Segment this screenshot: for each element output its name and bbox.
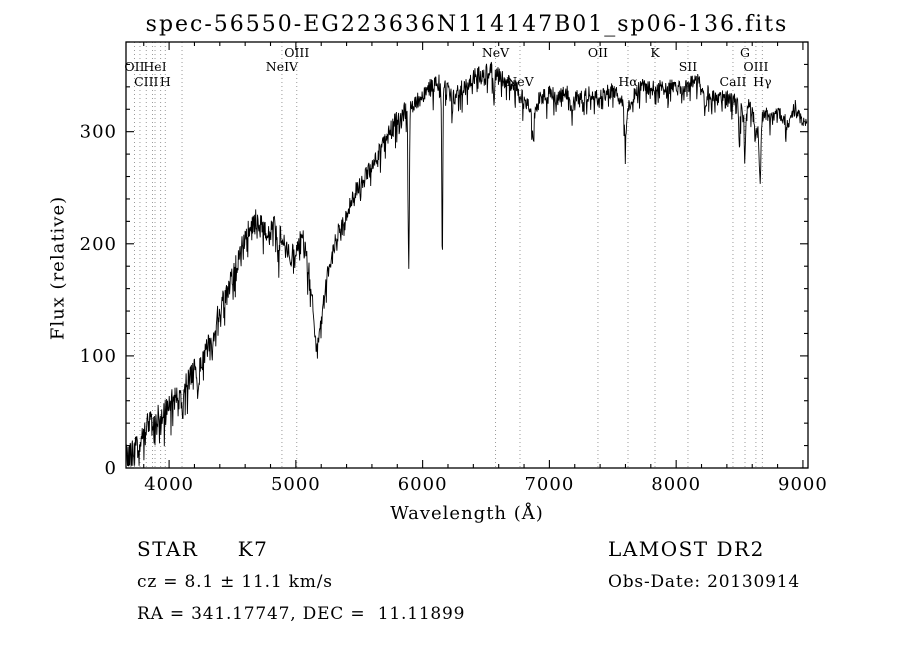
x-tick-label: 7000 (524, 474, 574, 495)
plot-title: spec-56550-EG223636N114147B01_sp06-136.f… (145, 12, 789, 37)
y-tick-label: 0 (105, 458, 117, 479)
spectral-line-label: H (160, 74, 171, 89)
ra-dec-label: RA = 341.17747, DEC = 11.11899 (137, 604, 466, 624)
spectral-line-label: CaII (720, 74, 747, 89)
spectral-line-label: OIII (284, 45, 309, 60)
x-tick-label: 4000 (144, 474, 194, 495)
survey-release-label: LAMOST DR2 (608, 537, 765, 561)
spectral-line-label: SII (679, 59, 698, 74)
spectrum-curve (126, 61, 808, 468)
y-tick-label: 100 (80, 346, 117, 367)
x-tick-label: 6000 (398, 474, 448, 495)
radial-velocity-label: cz = 8.1 ± 11.1 km/s (137, 572, 333, 592)
spectral-line-label: G (740, 45, 750, 60)
x-tick-label: 5000 (271, 474, 321, 495)
obs-date-label: Obs-Date: 20130914 (608, 572, 801, 592)
x-tick-label: 8000 (651, 474, 701, 495)
spectral-line-label: K (650, 45, 660, 60)
x-tick-label: 9000 (778, 474, 828, 495)
y-tick-label: 300 (80, 122, 117, 143)
object-class-label: STAR K7 (137, 537, 269, 561)
y-axis-label: Flux (relative) (47, 195, 69, 341)
spectral-line-label: HeI (143, 59, 166, 74)
spectral-line-label: CIII (134, 74, 158, 89)
spectral-line-label: OII (588, 45, 608, 60)
spectral-line-label: Hα (618, 74, 638, 89)
x-axis-label: Wavelength (Å) (390, 503, 544, 524)
spectral-line-label: OIII (743, 59, 768, 74)
spectral-line-label: Hγ (753, 74, 771, 89)
spectral-line-label: NeV (482, 45, 510, 60)
spectral-line-label: OII (124, 59, 144, 74)
plot-frame (125, 41, 809, 469)
y-tick-label: 200 (80, 234, 117, 255)
spectral-line-label: NeIV (266, 59, 299, 74)
